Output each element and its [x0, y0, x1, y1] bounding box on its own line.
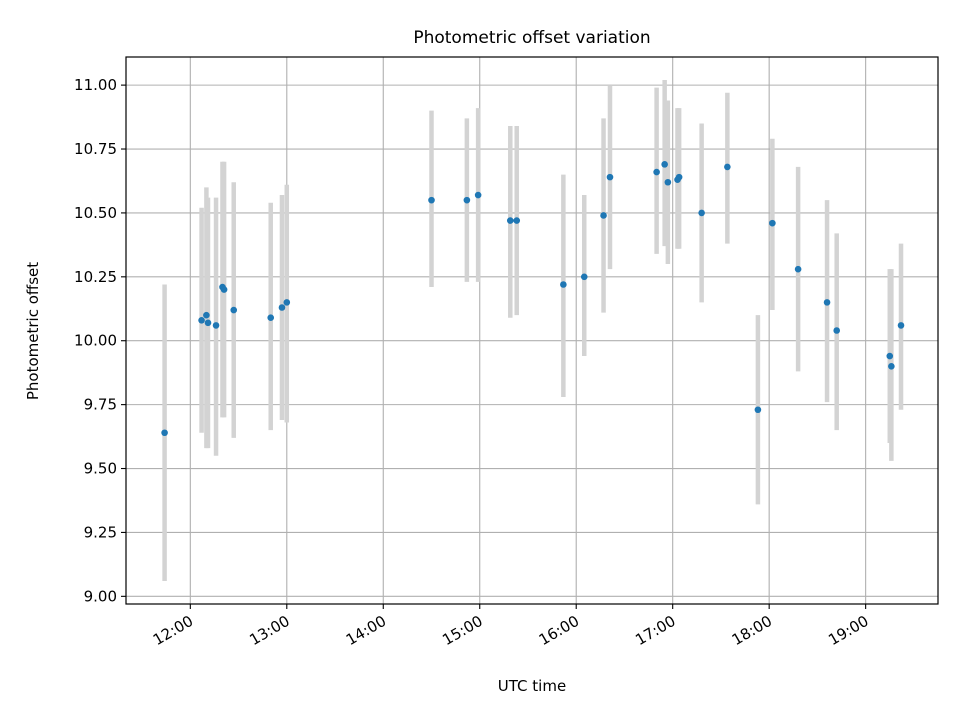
y-axis: 9.00 9.25 9.50 9.75 10.00 10.25 10.50 10.75 11.0… — [74, 76, 126, 605]
data-point — [212, 322, 220, 329]
data-point — [230, 306, 238, 314]
data-point — [267, 314, 275, 322]
data-point — [560, 281, 567, 288]
y-tick-label: 10.25 — [74, 268, 117, 286]
data-point — [664, 178, 672, 186]
data-point — [198, 316, 205, 324]
y-tick-label: 10.00 — [74, 332, 117, 350]
data-point — [474, 191, 482, 199]
y-tick-label: 9.50 — [84, 460, 117, 478]
data-point — [513, 217, 521, 224]
data-point — [794, 265, 802, 273]
data-point — [600, 212, 607, 219]
data-point — [897, 322, 905, 329]
data-point — [698, 209, 705, 217]
x-axis-label: UTC time — [498, 677, 566, 695]
data-point — [675, 173, 683, 181]
data-point — [463, 196, 471, 204]
chart-title: Photometric offset variation — [413, 28, 650, 48]
data-point — [661, 161, 668, 168]
plot-frame — [125, 56, 939, 605]
grid — [126, 57, 938, 604]
y-tick-label: 9.75 — [84, 396, 117, 414]
data-point — [833, 327, 841, 334]
data-point — [754, 406, 762, 414]
data-point — [203, 311, 210, 319]
data-point — [428, 196, 435, 204]
y-tick-label: 10.50 — [74, 204, 117, 222]
data-point — [769, 219, 776, 227]
data-point — [606, 173, 614, 181]
data-point — [278, 304, 286, 311]
data-point — [220, 286, 228, 293]
data-point — [204, 319, 212, 327]
data-point — [161, 429, 168, 437]
data-point — [580, 273, 588, 281]
data-point — [888, 362, 895, 370]
y-axis-label: Photometric offset — [24, 262, 42, 400]
data-points — [161, 161, 905, 437]
data-point — [724, 163, 731, 171]
y-tick-label: 10.75 — [74, 140, 117, 158]
y-tick-label: 11.00 — [74, 76, 117, 94]
data-point — [653, 168, 660, 176]
y-tick-label: 9.00 — [84, 587, 117, 605]
data-point — [506, 217, 514, 224]
data-point — [283, 299, 291, 306]
y-tick-label: 9.25 — [84, 523, 117, 541]
data-point — [886, 352, 894, 360]
data-point — [823, 299, 831, 306]
